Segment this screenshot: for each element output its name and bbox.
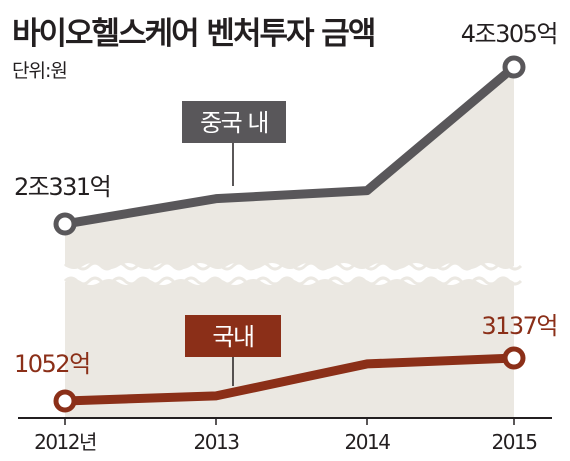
domestic-label-2015: 3137억: [481, 312, 557, 340]
domestic-series-point: [53, 389, 77, 413]
unit-label: 단위:원: [12, 60, 68, 82]
x-tick-label: 2014: [345, 430, 391, 454]
domestic-series-line: [60, 353, 519, 406]
china-series-point: [53, 212, 77, 236]
chart-title: 바이오헬스케어 벤처투자 금액: [12, 16, 376, 52]
china-legend-label: 중국 내: [200, 109, 268, 137]
x-tick-label: 2015: [492, 430, 537, 454]
domestic-series-point: [502, 346, 526, 370]
chart-area-fill: [65, 67, 514, 418]
china-series-point: [502, 55, 526, 79]
china-legend-box: [182, 101, 286, 143]
axis-break-wave-bottom: [63, 276, 523, 286]
china-label-2012: 2조331억: [14, 173, 110, 201]
domestic-legend-label: 국내: [212, 323, 253, 351]
china-series-line: [60, 62, 519, 229]
domestic-label-2012: 1052억: [14, 350, 90, 378]
china-label-2015: 4조305억: [461, 20, 557, 48]
x-tick-label: 2012년: [34, 430, 96, 454]
axis-break-wave-top: [63, 261, 523, 271]
x-tick-label: 2013: [194, 430, 240, 454]
domestic-legend-box: [185, 315, 281, 357]
